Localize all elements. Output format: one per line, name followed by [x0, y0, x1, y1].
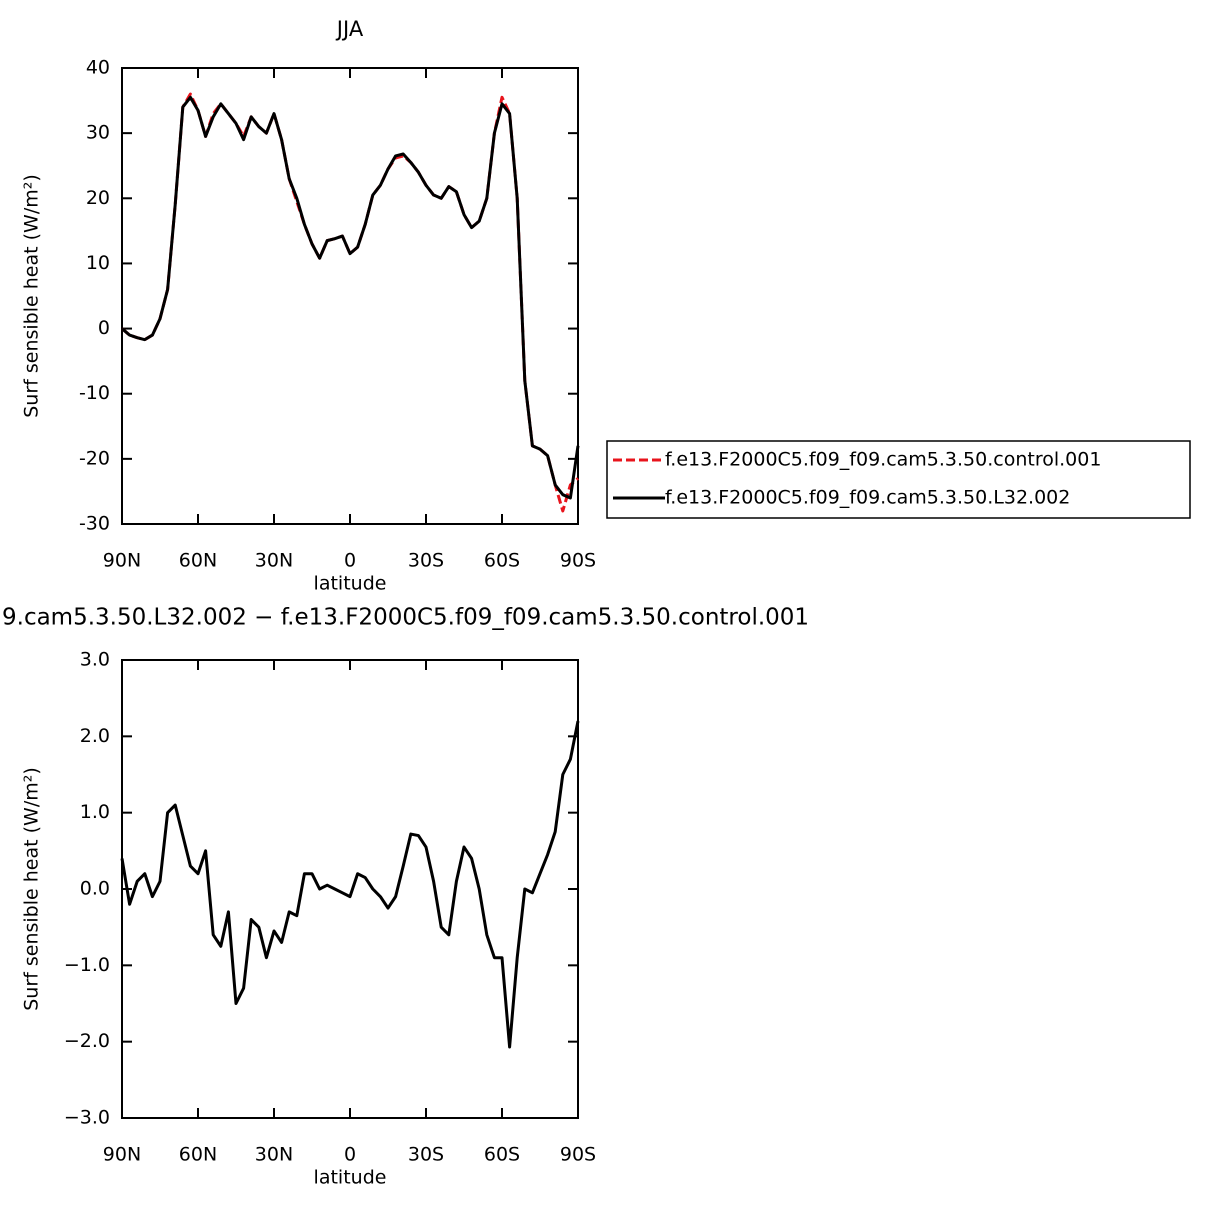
- y-tick-label: −3.0: [64, 1107, 110, 1129]
- y-tick-label: 30: [86, 122, 110, 144]
- y-tick-label: 20: [86, 187, 110, 209]
- x-tick-label: 60S: [484, 550, 520, 572]
- x-tick-label: 90S: [560, 1144, 596, 1166]
- y-tick-label: 3.0: [80, 649, 110, 671]
- data-line: [120, 720, 580, 1049]
- y-tick-label: 1.0: [80, 801, 110, 823]
- x-axis-label: latitude: [314, 573, 387, 595]
- y-tick-label: 40: [86, 57, 110, 79]
- x-tick-label: 30S: [408, 550, 444, 572]
- y-tick-label: −1.0: [64, 954, 110, 976]
- x-tick-label: 60S: [484, 1144, 520, 1166]
- y-tick-label: 0.0: [80, 878, 110, 900]
- plot-frame: [121, 659, 579, 1119]
- x-axis-label: latitude: [314, 1167, 387, 1189]
- y-tick-label: -20: [79, 447, 110, 469]
- x-tick-label: 0: [344, 550, 356, 572]
- plot-frame: [121, 67, 579, 525]
- y-axis-label: Surf sensible heat (W/m²): [21, 174, 43, 418]
- legend-box: [606, 440, 1191, 519]
- y-tick-label: 0: [98, 317, 110, 339]
- x-tick-label: 60N: [179, 550, 217, 572]
- x-tick-label: 0: [344, 1144, 356, 1166]
- y-tick-label: 2.0: [80, 725, 110, 747]
- data-line: [121, 92, 579, 513]
- y-tick-label: 10: [86, 252, 110, 274]
- legend-label: f.e13.F2000C5.f09_f09.cam5.3.50.control.…: [665, 449, 1101, 471]
- legend-label: f.e13.F2000C5.f09_f09.cam5.3.50.L32.002: [665, 487, 1070, 509]
- y-axis-label: Surf sensible heat (W/m²): [21, 767, 43, 1011]
- x-tick-label: 30S: [408, 1144, 444, 1166]
- x-tick-label: 90S: [560, 550, 596, 572]
- x-tick-label: 30N: [255, 1144, 293, 1166]
- y-tick-label: −2.0: [64, 1030, 110, 1052]
- chart-title: 9.cam5.3.50.L32.002 − f.e13.F2000C5.f09_…: [2, 605, 809, 631]
- x-tick-label: 60N: [179, 1144, 217, 1166]
- x-tick-label: 90N: [103, 550, 141, 572]
- y-tick-label: -10: [79, 382, 110, 404]
- y-tick-label: -30: [79, 513, 110, 535]
- chart-title: JJA: [335, 17, 364, 41]
- data-line: [121, 95, 580, 500]
- x-tick-label: 90N: [103, 1144, 141, 1166]
- x-tick-label: 30N: [255, 550, 293, 572]
